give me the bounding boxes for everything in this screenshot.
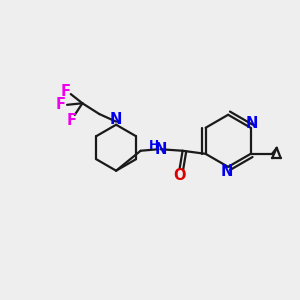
- Text: F: F: [56, 97, 66, 112]
- Text: F: F: [60, 84, 70, 99]
- Text: N: N: [154, 142, 167, 157]
- Text: N: N: [246, 116, 258, 131]
- Text: F: F: [67, 113, 77, 128]
- Text: N: N: [220, 164, 233, 179]
- Text: O: O: [173, 168, 186, 183]
- Text: H: H: [149, 139, 159, 152]
- Text: N: N: [110, 112, 122, 127]
